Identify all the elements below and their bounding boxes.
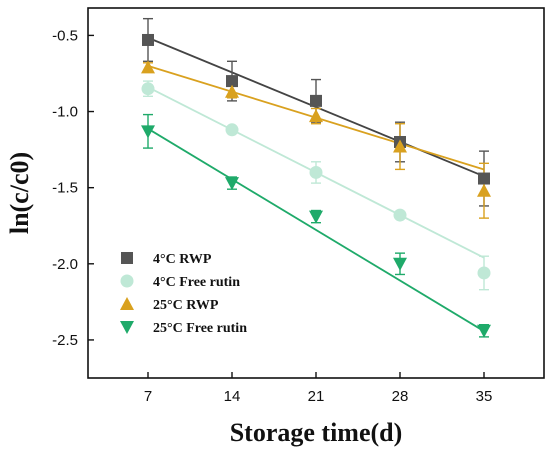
data-point-25c-rwp <box>141 60 155 74</box>
data-point-25c-free-rutin <box>309 210 323 224</box>
legend-label: 25°C Free rutin <box>153 321 247 336</box>
legend-marker <box>120 274 134 288</box>
y-tick-label: -2.5 <box>52 332 78 349</box>
legend-item-4c-rwp: 4°C RWP <box>121 252 212 267</box>
x-tick-label: 28 <box>392 388 409 405</box>
legend-marker <box>120 321 134 334</box>
x-axis-title: Storage time(d) <box>230 418 403 447</box>
data-point-25c-rwp <box>477 183 491 197</box>
legend-label: 25°C RWP <box>153 298 219 313</box>
y-tick-label: -1.0 <box>52 104 78 121</box>
data-point-25c-free-rutin <box>141 125 155 139</box>
fit-line-25c-free-rutin <box>147 127 485 332</box>
data-point-25c-free-rutin <box>393 257 407 271</box>
x-axis: 7 14 21 28 35 <box>144 372 493 405</box>
legend-label: 4°C RWP <box>153 252 212 267</box>
legend-item-4c-free-rutin: 4°C Free rutin <box>120 274 240 290</box>
x-tick-label: 35 <box>476 388 493 405</box>
data-point-25c-free-rutin <box>477 324 491 338</box>
y-axis-title: ln(c/c0) <box>5 152 34 234</box>
y-tick-label: -2.0 <box>52 256 78 273</box>
y-axis: -0.5 -1.0 -1.5 -2.0 -2.5 <box>52 27 94 349</box>
data-point-4c-free-rutin <box>141 82 155 96</box>
data-point-4c-free-rutin <box>309 165 323 179</box>
data-point-25c-free-rutin <box>225 177 239 191</box>
x-tick-label: 14 <box>224 388 241 405</box>
data-point-4c-free-rutin <box>393 208 407 222</box>
data-point-25c-rwp <box>393 139 407 153</box>
legend-item-25c-rwp: 25°C RWP <box>120 297 219 313</box>
x-tick-label: 21 <box>308 388 325 405</box>
data-point-4c-rwp <box>142 33 154 46</box>
data-point-25c-rwp <box>225 84 239 98</box>
data-point-4c-rwp <box>310 94 322 107</box>
data-point-4c-free-rutin <box>225 123 239 137</box>
y-tick-label: -0.5 <box>52 27 78 44</box>
legend-marker <box>120 297 134 310</box>
data-point-4c-rwp <box>478 172 490 185</box>
x-tick-label: 7 <box>144 388 152 405</box>
data-markers <box>141 33 491 338</box>
data-point-4c-rwp <box>226 75 238 88</box>
legend: 4°C RWP 4°C Free rutin 25°C RWP 25°C Free r… <box>120 252 247 336</box>
legend-label: 4°C Free rutin <box>153 275 240 290</box>
legend-item-25c-free-rutin: 25°C Free rutin <box>120 321 247 336</box>
legend-marker <box>121 252 133 264</box>
data-point-25c-rwp <box>309 109 323 123</box>
y-tick-label: -1.5 <box>52 180 78 197</box>
data-point-4c-free-rutin <box>477 266 491 280</box>
